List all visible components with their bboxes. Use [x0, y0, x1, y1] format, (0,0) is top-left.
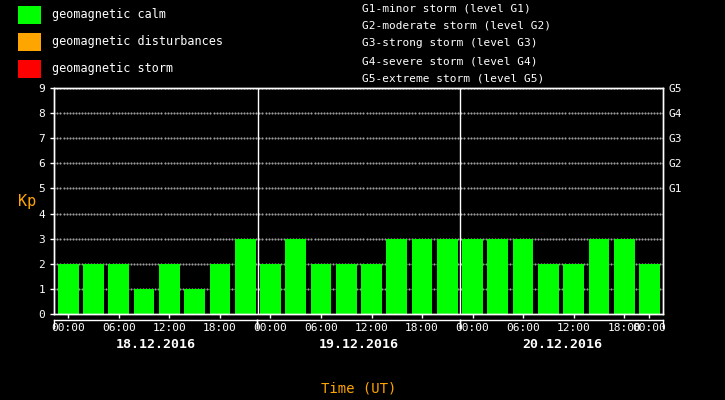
Bar — [386, 239, 407, 314]
FancyBboxPatch shape — [18, 60, 41, 78]
Bar — [235, 239, 255, 314]
Bar — [589, 239, 609, 314]
Bar — [184, 289, 205, 314]
Bar — [437, 239, 457, 314]
Bar — [463, 239, 483, 314]
Bar — [487, 239, 508, 314]
Text: geomagnetic calm: geomagnetic calm — [52, 8, 166, 21]
Bar — [361, 264, 382, 314]
Bar — [310, 264, 331, 314]
Bar — [159, 264, 180, 314]
Bar — [83, 264, 104, 314]
Text: G5-extreme storm (level G5): G5-extreme storm (level G5) — [362, 74, 544, 84]
Text: Time (UT): Time (UT) — [321, 381, 397, 395]
Text: geomagnetic disturbances: geomagnetic disturbances — [52, 35, 223, 48]
Text: 18.12.2016: 18.12.2016 — [116, 338, 196, 351]
Bar — [133, 289, 154, 314]
Text: 19.12.2016: 19.12.2016 — [319, 338, 399, 351]
Text: G1-minor storm (level G1): G1-minor storm (level G1) — [362, 3, 531, 13]
Text: geomagnetic storm: geomagnetic storm — [52, 62, 173, 75]
Bar — [260, 264, 281, 314]
Bar — [563, 264, 584, 314]
Bar — [538, 264, 559, 314]
Text: G4-severe storm (level G4): G4-severe storm (level G4) — [362, 56, 538, 66]
Y-axis label: Kp: Kp — [18, 194, 36, 208]
Text: 20.12.2016: 20.12.2016 — [522, 338, 602, 351]
Bar — [513, 239, 534, 314]
Bar — [286, 239, 306, 314]
Bar — [210, 264, 231, 314]
Bar — [614, 239, 634, 314]
Bar — [336, 264, 357, 314]
FancyBboxPatch shape — [18, 33, 41, 51]
FancyBboxPatch shape — [18, 6, 41, 24]
Bar — [639, 264, 660, 314]
Text: G3-strong storm (level G3): G3-strong storm (level G3) — [362, 38, 538, 48]
Bar — [412, 239, 432, 314]
Text: G2-moderate storm (level G2): G2-moderate storm (level G2) — [362, 21, 552, 31]
Bar — [58, 264, 78, 314]
Bar — [109, 264, 129, 314]
